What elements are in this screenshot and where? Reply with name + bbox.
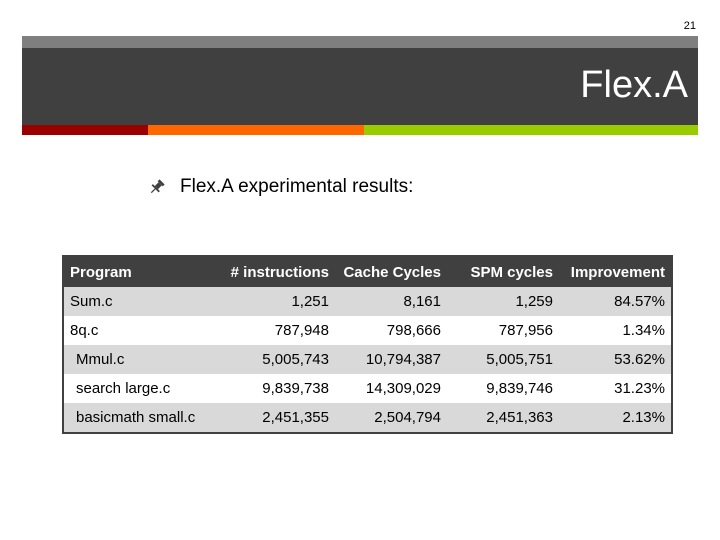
cell-improvement: 1.34% <box>559 316 672 345</box>
accent-bar-green <box>364 125 698 135</box>
header-cache-cycles: Cache Cycles <box>335 256 447 287</box>
title-band: Flex.A <box>22 48 698 125</box>
cell-program: Sum.c <box>63 287 217 316</box>
cell-improvement: 53.62% <box>559 345 672 374</box>
table-header-row: Program # instructions Cache Cycles SPM … <box>63 256 672 287</box>
cell-spm-cycles: 5,005,751 <box>447 345 559 374</box>
accent-bar-red <box>22 125 148 135</box>
bullet-item: Flex.A experimental results: <box>148 176 413 198</box>
header-instructions: # instructions <box>217 256 335 287</box>
cell-program: Mmul.c <box>63 345 217 374</box>
cell-program: search large.c <box>63 374 217 403</box>
slide-title: Flex.A <box>580 64 688 106</box>
cell-program: 8q.c <box>63 316 217 345</box>
cell-spm-cycles: 2,451,363 <box>447 403 559 433</box>
table-row: Sum.c 1,251 8,161 1,259 84.57% <box>63 287 672 316</box>
cell-spm-cycles: 787,956 <box>447 316 559 345</box>
cell-instructions: 1,251 <box>217 287 335 316</box>
table-row: 8q.c 787,948 798,666 787,956 1.34% <box>63 316 672 345</box>
table-row: Mmul.c 5,005,743 10,794,387 5,005,751 53… <box>63 345 672 374</box>
header-top-bar <box>22 36 698 48</box>
table-row: basicmath small.c 2,451,355 2,504,794 2,… <box>63 403 672 433</box>
cell-improvement: 84.57% <box>559 287 672 316</box>
cell-spm-cycles: 1,259 <box>447 287 559 316</box>
cell-cache-cycles: 2,504,794 <box>335 403 447 433</box>
slide-number: 21 <box>683 20 696 32</box>
header-spm-cycles: SPM cycles <box>447 256 559 287</box>
cell-instructions: 9,839,738 <box>217 374 335 403</box>
cell-improvement: 2.13% <box>559 403 672 433</box>
table-row: search large.c 9,839,738 14,309,029 9,83… <box>63 374 672 403</box>
cell-spm-cycles: 9,839,746 <box>447 374 559 403</box>
header-improvement: Improvement <box>559 256 672 287</box>
header-program: Program <box>63 256 217 287</box>
cell-instructions: 2,451,355 <box>217 403 335 433</box>
pushpin-icon <box>150 179 165 194</box>
cell-cache-cycles: 10,794,387 <box>335 345 447 374</box>
cell-cache-cycles: 14,309,029 <box>335 374 447 403</box>
cell-cache-cycles: 798,666 <box>335 316 447 345</box>
cell-instructions: 5,005,743 <box>217 345 335 374</box>
cell-program: basicmath small.c <box>63 403 217 433</box>
cell-improvement: 31.23% <box>559 374 672 403</box>
results-table: Program # instructions Cache Cycles SPM … <box>62 255 673 434</box>
accent-bar-orange <box>148 125 364 135</box>
cell-cache-cycles: 8,161 <box>335 287 447 316</box>
cell-instructions: 787,948 <box>217 316 335 345</box>
bullet-text: Flex.A experimental results: <box>180 176 414 197</box>
